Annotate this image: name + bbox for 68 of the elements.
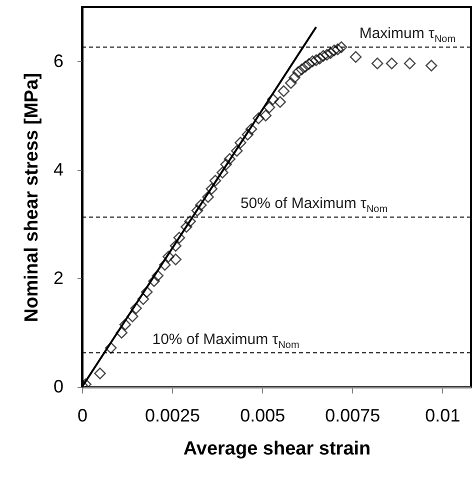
annotation: 50% of Maximum τ$_{Nom}$ xyxy=(240,195,388,218)
point xyxy=(119,318,132,330)
point xyxy=(170,254,182,266)
x-tick-label: 0.005 xyxy=(240,406,286,426)
point xyxy=(371,58,384,70)
x-tick-label: 0.0025 xyxy=(145,406,200,426)
point xyxy=(288,72,300,84)
point xyxy=(234,136,246,149)
point xyxy=(216,166,228,178)
point xyxy=(267,93,279,106)
y-axis-title: Nominal shear stress [MPa] xyxy=(21,72,42,322)
point xyxy=(350,51,362,63)
point xyxy=(278,85,290,98)
point xyxy=(180,220,192,233)
point xyxy=(148,275,160,288)
point xyxy=(317,50,330,62)
x-tick-label: 0.0075 xyxy=(325,406,380,426)
point xyxy=(170,240,182,252)
point xyxy=(130,302,142,314)
point xyxy=(306,55,318,68)
point xyxy=(299,60,312,73)
point xyxy=(404,58,416,70)
y-tick-label: 6 xyxy=(53,50,64,71)
point xyxy=(324,47,336,60)
point xyxy=(116,326,128,339)
point xyxy=(158,258,171,271)
point xyxy=(292,66,304,78)
point xyxy=(230,144,243,157)
point xyxy=(224,153,236,165)
point xyxy=(260,110,272,122)
y-tick-label: 4 xyxy=(53,159,64,180)
point xyxy=(274,96,286,108)
point xyxy=(285,77,297,89)
point xyxy=(332,43,344,56)
y-tick-label: 0 xyxy=(53,376,64,396)
point xyxy=(104,342,117,354)
point xyxy=(242,128,254,140)
point xyxy=(321,48,333,61)
point xyxy=(220,158,232,170)
x-tick-label: 0 xyxy=(77,406,88,426)
point xyxy=(303,58,315,70)
point xyxy=(94,368,106,380)
point xyxy=(184,216,196,228)
point xyxy=(245,123,258,136)
point xyxy=(202,191,214,203)
point xyxy=(206,182,218,195)
point xyxy=(328,44,340,56)
point xyxy=(194,199,207,212)
point xyxy=(335,41,348,54)
x-axis-title: Average shear strain xyxy=(183,438,371,460)
point xyxy=(296,64,308,76)
point xyxy=(252,112,264,124)
y-tick-label: 2 xyxy=(53,268,64,288)
point xyxy=(126,310,138,322)
point xyxy=(173,232,186,244)
point xyxy=(162,250,174,263)
point xyxy=(425,60,438,72)
annotation: Maximum τ$_{Nom}$ xyxy=(359,25,456,48)
annotation: 10% of Maximum τ$_{Nom}$ xyxy=(152,330,300,353)
point xyxy=(386,58,398,70)
point xyxy=(263,102,276,114)
point xyxy=(191,204,204,216)
point xyxy=(140,286,153,298)
point xyxy=(310,54,322,66)
x-tick-label: 0.01 xyxy=(425,406,460,426)
point xyxy=(314,52,326,64)
point xyxy=(209,174,222,187)
point xyxy=(152,270,164,282)
